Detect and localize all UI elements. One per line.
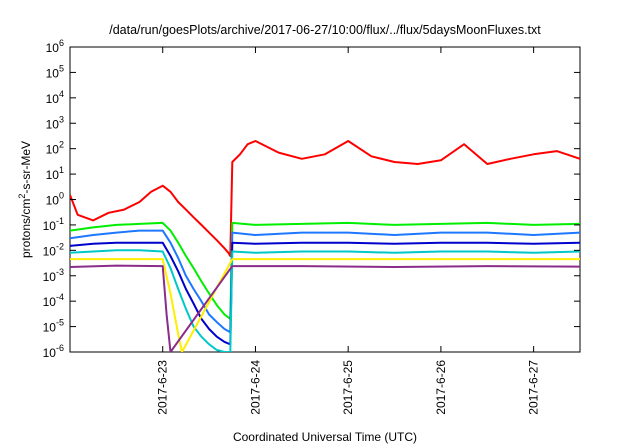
series-line-6 bbox=[70, 258, 580, 352]
y-tick-label: 10-2 bbox=[43, 241, 64, 258]
series-line-2 bbox=[70, 221, 580, 320]
chart-title: /data/run/goesPlots/archive/2017-06-27/1… bbox=[109, 23, 541, 37]
series-line-1 bbox=[70, 140, 580, 257]
y-axis-label: protons/cm2-s-sr-MeV bbox=[17, 141, 33, 258]
x-tick-label: 2017-6-24 bbox=[248, 360, 262, 415]
x-tick-label: 2017-6-27 bbox=[527, 360, 541, 415]
series-line-7 bbox=[70, 264, 580, 352]
y-tick-label: 104 bbox=[46, 89, 64, 106]
plot-border bbox=[69, 46, 581, 353]
plot-frame bbox=[69, 46, 581, 353]
series-layer bbox=[70, 140, 580, 352]
x-tick-label: 2017-6-25 bbox=[341, 360, 355, 415]
y-tick-label: 102 bbox=[46, 140, 64, 157]
series-line-4 bbox=[70, 241, 580, 346]
y-axis-ticks: 10-6 10-5 10-4 10-3 10-2 10-1 100 101 102 103 104 1… bbox=[43, 38, 580, 360]
x-tick-label: 2017-6-26 bbox=[434, 360, 448, 415]
y-tick-label: 101 bbox=[46, 165, 64, 182]
x-axis-label: Coordinated Universal Time (UTC) bbox=[233, 430, 417, 444]
y-tick-label: 10-4 bbox=[43, 292, 64, 309]
y-tick-label: 10-3 bbox=[43, 267, 64, 284]
chart-title-group: /data/run/goesPlots/archive/2017-06-27/1… bbox=[109, 23, 541, 37]
y-tick-label: 10-6 bbox=[43, 343, 64, 360]
x-axis-ticks: 2017-6-23 2017-6-24 2017-6-25 2017-6-26 2017… bbox=[156, 47, 541, 415]
series-line-3 bbox=[70, 229, 580, 334]
y-tick-label: 106 bbox=[46, 38, 64, 55]
x-tick-label: 2017-6-23 bbox=[156, 360, 170, 415]
y-tick-label: 103 bbox=[46, 114, 64, 131]
y-tick-label: 105 bbox=[46, 63, 64, 80]
series-line-5 bbox=[70, 249, 580, 352]
y-tick-label: 10-5 bbox=[43, 318, 64, 335]
y-tick-label: 10-1 bbox=[43, 216, 64, 233]
y-tick-label: 100 bbox=[46, 191, 64, 208]
